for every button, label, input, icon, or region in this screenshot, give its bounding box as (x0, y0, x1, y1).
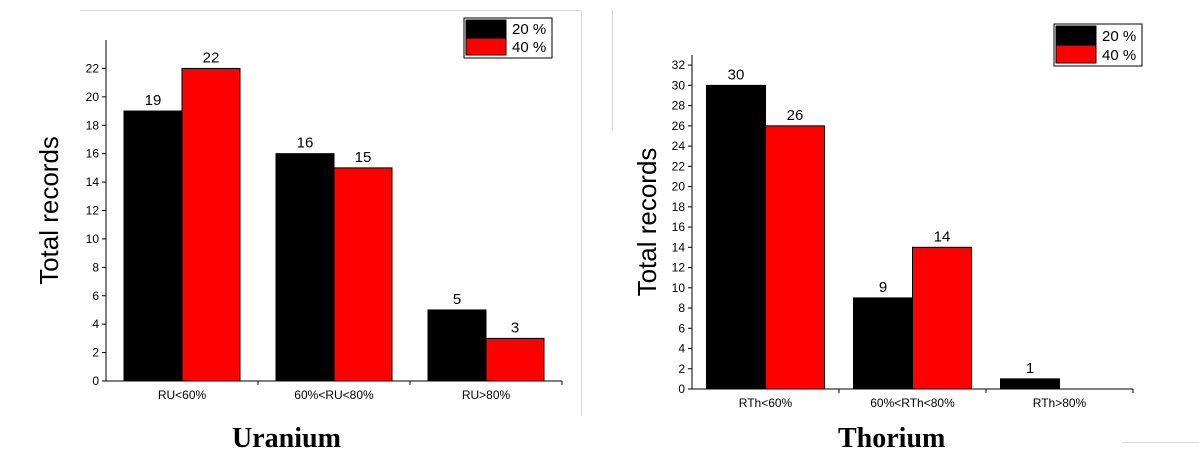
y-tick-label: 20 (672, 180, 686, 194)
bar-40pct-0 (765, 125, 825, 390)
bar-40pct-1 (912, 246, 972, 390)
legend-label: 20 % (1102, 28, 1136, 45)
y-tick-label: 30 (672, 78, 686, 92)
y-tick-label: 24 (672, 139, 686, 153)
uranium-bar-chart: 0 2 4 6 8 10 12 14 16 18 20 22 Total records RU<60% 19… (34, 17, 563, 402)
y-tick-label: 10 (672, 281, 686, 295)
bar-20pct-0 (706, 84, 766, 390)
y-tick-label: 12 (672, 261, 686, 275)
legend-swatch (465, 37, 507, 56)
y-tick-label: 22 (86, 61, 100, 75)
legend-swatch (465, 19, 507, 38)
y-tick-label: 10 (86, 232, 100, 246)
y-tick-label: 4 (92, 317, 99, 331)
y-tick-label: 28 (672, 99, 686, 113)
legend-label: 40 % (512, 39, 546, 56)
y-tick-label: 2 (92, 346, 99, 360)
y-tick-label: 12 (86, 204, 100, 218)
frame-right-line (581, 10, 582, 416)
bar-20pct-1 (853, 297, 913, 390)
legend-swatch (1055, 44, 1097, 64)
y-axis-label: Total records (34, 136, 64, 285)
data-label: 19 (145, 92, 162, 109)
data-label: 16 (297, 135, 314, 152)
y-tick-label: 16 (86, 147, 100, 161)
bar-40pct-2 (485, 337, 545, 382)
y-tick-label: 8 (92, 260, 99, 274)
bar-20pct-2 (427, 309, 487, 382)
data-label: 30 (728, 66, 745, 83)
y-tick-label: 20 (86, 90, 100, 104)
thorium-caption: Thorium (838, 423, 946, 454)
x-category-label: RU<60% (158, 388, 207, 402)
y-tick-label: 6 (678, 321, 685, 335)
y-tick-label: 18 (672, 200, 686, 214)
y-tick-label: 16 (672, 220, 686, 234)
y-tick-label: 0 (678, 382, 685, 396)
uranium-chart-panel: 0 2 4 6 8 10 12 14 16 18 20 22 Total records RU<60% 19… (0, 0, 600, 461)
data-label: 22 (203, 49, 220, 66)
bar-20pct-1 (275, 153, 335, 382)
y-tick-label: 32 (672, 58, 686, 72)
x-category-label: 60%<RTh<80% (870, 396, 955, 410)
bar-40pct-1 (333, 167, 393, 382)
thorium-chart-panel: 0 2 4 6 8 10 12 14 16 18 20 22 24 26 28 30 32 Total recor… (600, 0, 1199, 461)
y-tick-label: 4 (678, 342, 685, 356)
legend-swatch (1055, 25, 1097, 45)
y-tick-label: 8 (678, 301, 685, 315)
y-tick-label: 18 (86, 118, 100, 132)
data-label: 9 (879, 279, 887, 296)
data-label: 26 (787, 107, 804, 124)
y-tick-label: 14 (86, 175, 100, 189)
y-tick-label: 2 (678, 362, 685, 376)
x-category-label: RTh>80% (1033, 396, 1087, 410)
data-label: 15 (355, 149, 372, 166)
frame-bottom-line (1122, 442, 1199, 443)
y-tick-label: 26 (672, 119, 686, 133)
y-axis-label: Total records (632, 148, 662, 297)
y-tick-label: 14 (672, 240, 686, 254)
bar-20pct-0 (123, 110, 183, 382)
y-tick-label: 6 (92, 289, 99, 303)
bar-40pct-0 (181, 67, 241, 382)
legend-label: 40 % (1102, 47, 1136, 64)
x-category-label: RU>80% (462, 388, 511, 402)
frame-left-line (612, 10, 613, 130)
x-category-label: RTh<60% (739, 396, 793, 410)
x-category-label: 60%<RU<80% (294, 388, 374, 402)
data-label: 14 (934, 228, 951, 245)
legend-label: 20 % (512, 21, 546, 38)
y-tick-label: 22 (672, 159, 686, 173)
y-tick-label: 0 (92, 374, 99, 388)
data-label: 5 (453, 291, 461, 308)
data-label: 3 (511, 319, 519, 336)
data-label: 1 (1026, 360, 1034, 377)
frame-top-line (80, 10, 582, 11)
bar-20pct-2 (1000, 378, 1060, 390)
uranium-caption: Uranium (232, 423, 341, 454)
